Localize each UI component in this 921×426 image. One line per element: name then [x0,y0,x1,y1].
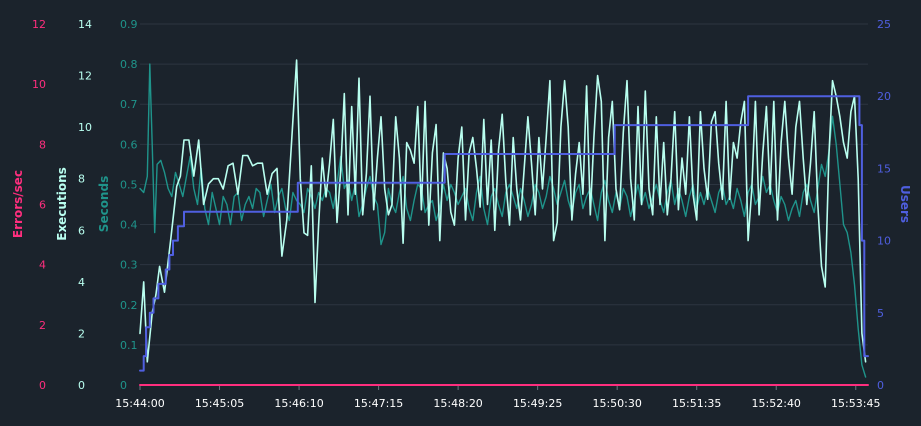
seconds-axis: Seconds 0 0.1 0.2 0.3 0.4 0.5 0.6 0.7 0.8 0.9 [97,18,138,392]
x-tick-label: 15:52:40 [752,397,801,410]
users-axis: Users 0 5 10 15 20 25 [877,18,912,392]
users-tick-label: 25 [877,18,891,31]
errors-tick-label: 10 [32,78,46,91]
executions-tick-label: 2 [78,327,85,340]
seconds-axis-title: Seconds [97,176,111,232]
seconds-tick-label: 0 [120,379,127,392]
x-tick-label: 15:47:15 [354,397,403,410]
seconds-tick-label: 0.5 [120,178,138,191]
errors-tick-label: 6 [39,199,46,212]
users-tick-label: 20 [877,90,891,103]
seconds-tick-label: 0.8 [120,58,138,71]
errors-tick-label: 12 [32,18,46,31]
plot-area [139,59,869,386]
x-tick-label: 15:46:10 [274,397,323,410]
seconds-tick-label: 0.3 [120,259,138,272]
seconds-tick-label: 0.7 [120,98,138,111]
users-tick-label: 5 [877,307,884,320]
x-tick-label: 15:50:30 [592,397,641,410]
errors-tick-label: 4 [39,259,46,272]
errors-axis: Errors/sec 0 2 4 6 8 10 12 [11,18,46,392]
users-tick-label: 15 [877,162,891,175]
errors-tick-label: 8 [39,138,46,151]
seconds-series-line [139,63,867,378]
executions-tick-label: 10 [78,121,92,134]
executions-tick-label: 14 [78,18,92,31]
executions-tick-label: 6 [78,224,85,237]
seconds-tick-label: 0.4 [120,219,138,232]
executions-tick-label: 12 [78,70,92,83]
executions-tick-label: 8 [78,173,85,186]
seconds-tick-label: 0.1 [120,339,138,352]
executions-series-line [139,59,867,363]
seconds-tick-label: 0.9 [120,18,138,31]
x-tick-label: 15:48:20 [433,397,482,410]
executions-tick-label: 0 [78,379,85,392]
seconds-tick-label: 0.6 [120,138,138,151]
executions-tick-label: 4 [78,276,85,289]
seconds-tick-label: 0.2 [120,299,138,312]
x-tick-label: 15:53:45 [831,397,880,410]
executions-axis-title: Executions [55,167,69,241]
x-tick-label: 15:45:05 [195,397,244,410]
users-axis-title: Users [898,185,912,223]
errors-axis-title: Errors/sec [11,170,25,238]
time-axis: 15:44:00 15:45:05 15:46:10 15:47:15 15:48:20… [115,385,880,410]
executions-axis: Executions 0 2 4 6 8 10 12 14 [55,18,92,392]
x-tick-label: 15:44:00 [115,397,164,410]
users-tick-label: 10 [877,235,891,248]
errors-tick-label: 2 [39,319,46,332]
x-tick-label: 15:49:25 [513,397,562,410]
users-series-line [139,95,869,372]
users-tick-label: 0 [877,379,884,392]
x-tick-label: 15:51:35 [672,397,721,410]
errors-tick-label: 0 [39,379,46,392]
